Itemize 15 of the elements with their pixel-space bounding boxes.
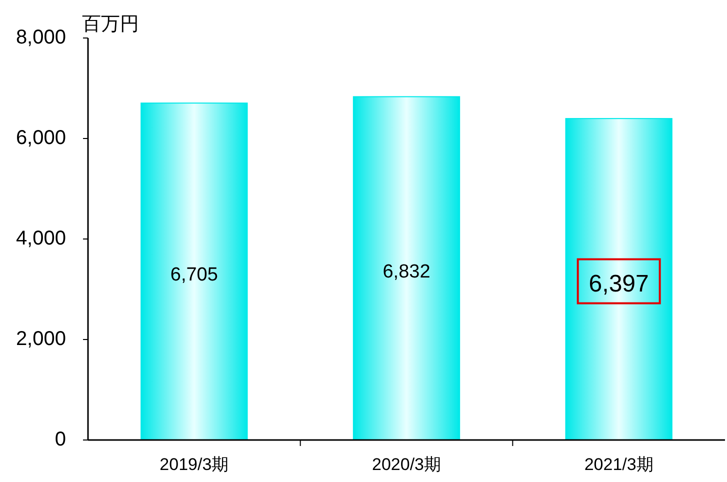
data-label: 6,705 bbox=[170, 264, 218, 286]
y-tick-label: 8,000 bbox=[16, 26, 66, 48]
x-tick-label: 2021/3期 bbox=[584, 455, 654, 474]
y-tick-label: 6,000 bbox=[16, 126, 66, 149]
y-axis-title: 百万円 bbox=[82, 14, 139, 35]
bar bbox=[352, 96, 460, 440]
data-label: 6,397 bbox=[588, 270, 649, 298]
data-label: 6,832 bbox=[382, 261, 430, 282]
y-tick-label: 2,000 bbox=[16, 328, 66, 350]
y-tick-label: 0 bbox=[54, 428, 66, 450]
y-tick-label: 4,000 bbox=[16, 227, 66, 250]
x-tick-label: 2020/3期 bbox=[372, 455, 441, 474]
bar bbox=[565, 118, 672, 440]
bar bbox=[140, 102, 248, 440]
x-tick-label: 2019/3期 bbox=[160, 455, 229, 474]
